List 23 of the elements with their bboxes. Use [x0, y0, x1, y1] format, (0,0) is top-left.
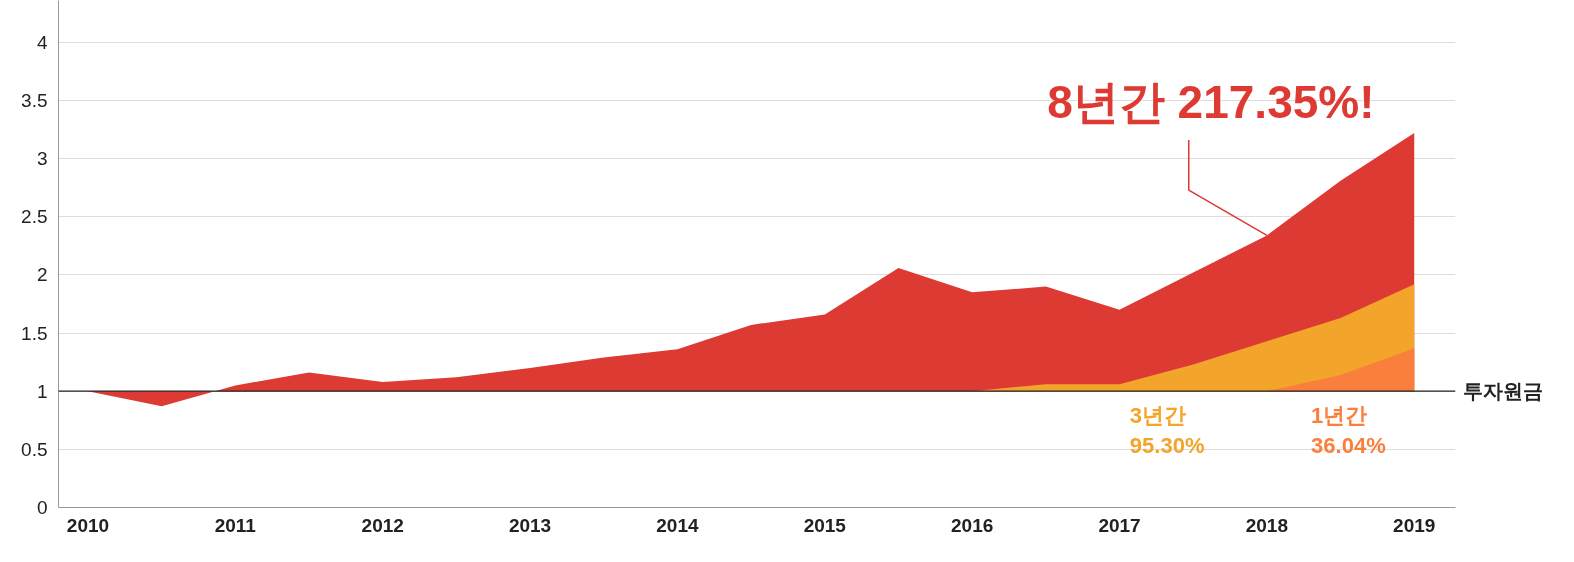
- x-tick-label: 2016: [951, 514, 994, 536]
- annotation: 1년간 36.04%: [1311, 402, 1386, 458]
- y-tick-label: 1.5: [21, 322, 48, 344]
- x-tick-label: 2012: [361, 514, 404, 536]
- y-tick-label: 2: [36, 264, 48, 286]
- y-tick-label: 0.5: [21, 438, 48, 460]
- x-tick-label: 2019: [1393, 514, 1436, 536]
- x-tick-label: 2014: [656, 514, 699, 536]
- x-tick-label: 2018: [1245, 514, 1289, 536]
- y-tick-label: 3.5: [21, 90, 48, 111]
- x-tick-label: 2010: [66, 514, 110, 536]
- x-tick-label: 2013: [508, 514, 552, 536]
- ref-line-label: 투자원금: [1462, 380, 1543, 403]
- x-tick-label: 2017: [1098, 514, 1141, 536]
- y-tick-label: 1: [36, 380, 48, 402]
- y-tick-label: 3: [36, 148, 48, 170]
- x-tick-label: 2015: [803, 514, 847, 536]
- annotation: 3년간 95.30%: [1129, 402, 1205, 458]
- annotation: 8년간 217.35%!: [1047, 76, 1375, 129]
- y-tick-label: 4: [36, 31, 48, 53]
- y-tick-label: 2.5: [21, 206, 48, 228]
- y-tick-label: 0: [36, 497, 48, 518]
- x-tick-label: 2011: [214, 514, 257, 536]
